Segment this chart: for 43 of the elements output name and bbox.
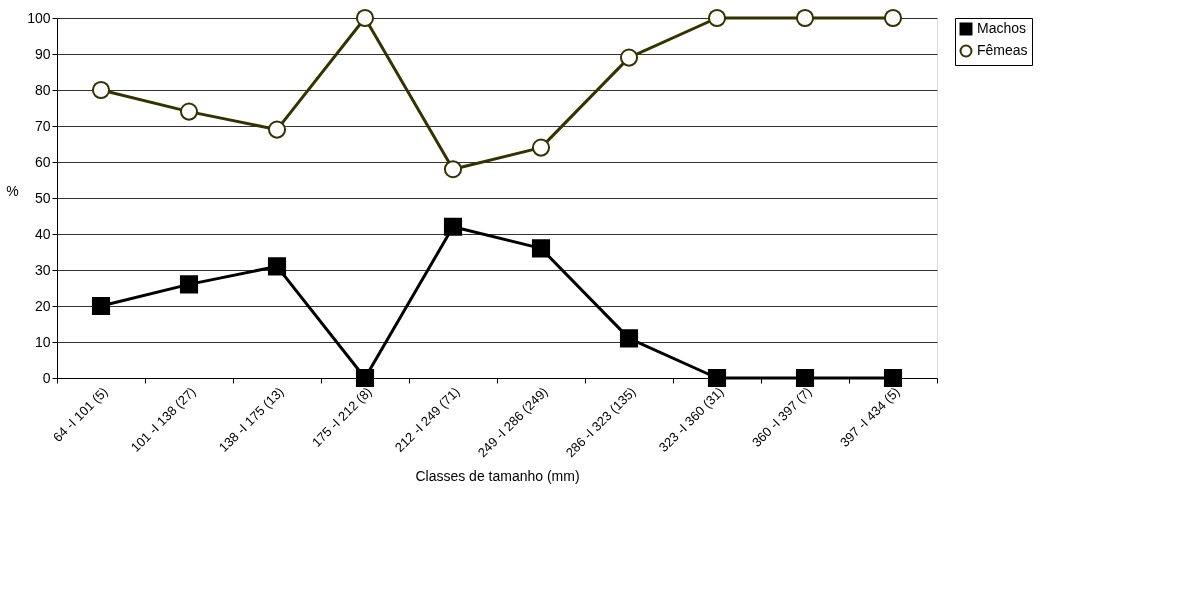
x-axis-title: Classes de tamanho (mm) bbox=[415, 468, 580, 485]
point bbox=[355, 368, 375, 388]
point bbox=[795, 368, 815, 388]
x-tick-label: 360 -I 397 (7) bbox=[748, 384, 815, 450]
point bbox=[443, 217, 463, 236]
point bbox=[619, 48, 639, 67]
x-tick-label: 175 -I 212 (8) bbox=[308, 384, 375, 450]
point bbox=[443, 160, 463, 179]
point bbox=[91, 296, 111, 316]
point bbox=[883, 368, 903, 388]
y-tick-label: 70 bbox=[34, 117, 51, 134]
point bbox=[707, 8, 727, 28]
point bbox=[91, 80, 111, 100]
y-tick-label: 80 bbox=[34, 81, 51, 98]
point bbox=[531, 239, 551, 258]
y-tick-label: 50 bbox=[34, 189, 51, 206]
point bbox=[355, 8, 375, 28]
point bbox=[883, 8, 903, 28]
y-tick-label: 100 bbox=[27, 9, 51, 26]
x-tick-label: 323 -I 360 (31) bbox=[655, 384, 727, 455]
y-tick-label: 20 bbox=[34, 297, 51, 314]
point bbox=[707, 368, 727, 388]
y-axis-title: % bbox=[6, 182, 19, 199]
legend-label: Machos bbox=[977, 20, 1027, 36]
x-tick-label: 397 -I 434 (5) bbox=[836, 384, 903, 450]
y-tick-label: 30 bbox=[34, 261, 51, 278]
point bbox=[619, 329, 639, 348]
point bbox=[179, 275, 199, 294]
point bbox=[267, 120, 287, 139]
point bbox=[267, 257, 287, 276]
y-tick-label: 10 bbox=[34, 333, 51, 350]
x-tick-label: 138 -I 175 (13) bbox=[215, 384, 287, 455]
point bbox=[531, 138, 551, 157]
y-tick-label: 40 bbox=[34, 225, 51, 242]
x-tick-label: 64 -I 101 (5) bbox=[50, 384, 111, 445]
y-tick-label: 60 bbox=[34, 153, 51, 170]
y-tick-label: 0 bbox=[42, 369, 51, 386]
point bbox=[795, 8, 815, 28]
legend-label: Fêmeas bbox=[977, 42, 1028, 58]
x-tick-label: 101 -I 138 (27) bbox=[127, 384, 199, 455]
x-tick-label: 212 -I 249 (71) bbox=[391, 384, 463, 455]
y-tick-label: 90 bbox=[34, 45, 51, 62]
point bbox=[179, 102, 199, 121]
